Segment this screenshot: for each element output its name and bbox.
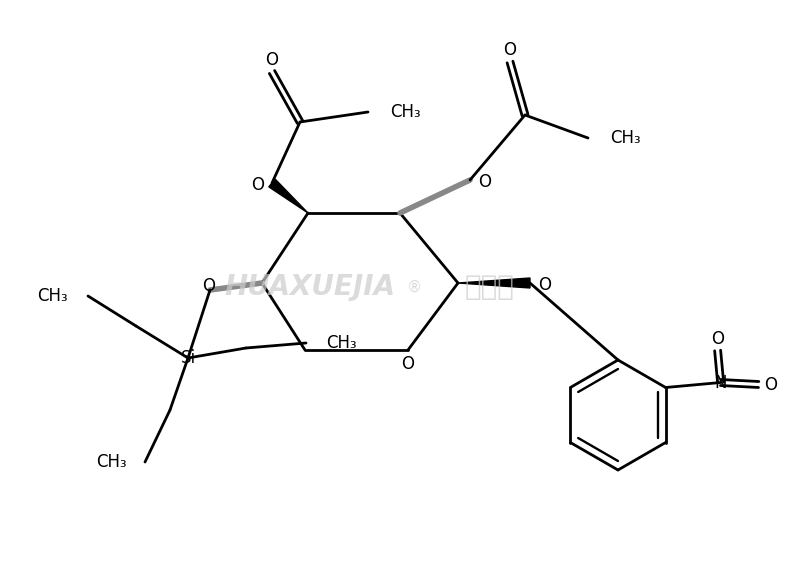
Text: N: N bbox=[715, 373, 727, 391]
Text: O: O bbox=[202, 277, 215, 295]
Text: O: O bbox=[251, 176, 264, 194]
Text: O: O bbox=[478, 173, 491, 191]
Text: CH₃: CH₃ bbox=[96, 453, 127, 471]
Text: Si: Si bbox=[180, 349, 195, 367]
Text: CH₃: CH₃ bbox=[390, 103, 421, 121]
Text: O: O bbox=[538, 276, 551, 294]
Text: O: O bbox=[711, 329, 724, 347]
Polygon shape bbox=[458, 278, 530, 288]
Text: HUAXUEJIA: HUAXUEJIA bbox=[225, 273, 396, 301]
Text: O: O bbox=[266, 51, 278, 69]
Text: CH₃: CH₃ bbox=[326, 334, 357, 352]
Text: O: O bbox=[504, 41, 516, 59]
Polygon shape bbox=[269, 179, 308, 213]
Text: O: O bbox=[402, 355, 414, 373]
Text: CH₃: CH₃ bbox=[37, 287, 68, 305]
Text: CH₃: CH₃ bbox=[610, 129, 641, 147]
Text: ®: ® bbox=[407, 280, 422, 294]
Text: 化学加: 化学加 bbox=[465, 273, 515, 301]
Text: O: O bbox=[764, 376, 777, 394]
